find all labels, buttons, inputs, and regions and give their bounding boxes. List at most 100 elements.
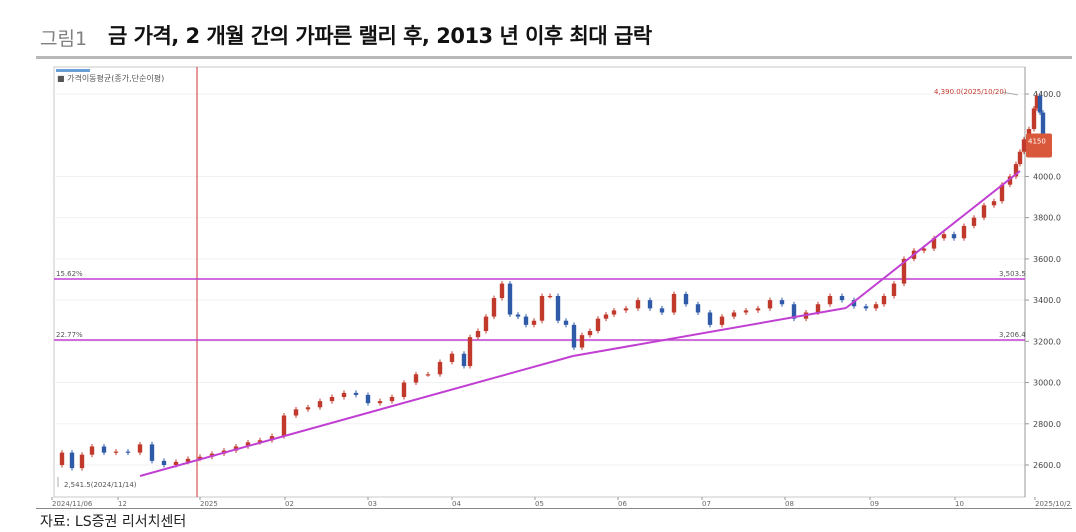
- x-tick-label: 2024/11/06: [52, 500, 93, 508]
- figure-header: 그림1 금 가격, 2 개월 간의 가파른 랠리 후, 2013 년 이후 최대…: [0, 0, 1076, 59]
- candle-body: [971, 217, 977, 226]
- candle-body: [695, 304, 701, 313]
- candle-body: [161, 460, 167, 465]
- candle-body: [587, 331, 593, 336]
- y-tick-label: 3200.0: [1033, 337, 1061, 346]
- candle-body: [891, 283, 897, 296]
- candle-body: [531, 320, 537, 325]
- candle-body: [839, 295, 845, 301]
- candle-body: [941, 234, 947, 239]
- candle-body: [623, 308, 629, 311]
- legend-label: ■ 가격이동평균(종가,단순이평): [57, 73, 164, 83]
- candle-body: [413, 374, 419, 383]
- x-tick-label: 04: [452, 500, 461, 508]
- candle-body: [329, 396, 335, 402]
- figure-title: 금 가격, 2 개월 간의 가파른 랠리 후, 2013 년 이후 최대 급락: [108, 24, 652, 48]
- candle-body: [539, 295, 545, 321]
- candle-body: [59, 452, 65, 465]
- candle-body: [755, 308, 761, 311]
- candle-body: [961, 225, 967, 239]
- candle-body: [257, 440, 263, 443]
- x-tick-label: 02: [285, 500, 294, 508]
- candle-body: [523, 316, 529, 325]
- candle-body: [281, 415, 287, 437]
- title-divider: [36, 56, 1072, 59]
- candle-body: [515, 314, 521, 317]
- candle-body: [341, 392, 347, 397]
- candle-body: [579, 335, 585, 348]
- figure-label: 그림1: [40, 28, 88, 50]
- candle-body: [873, 304, 879, 309]
- candle-body: [931, 238, 937, 249]
- x-tick-label: 2025: [200, 500, 218, 508]
- x-tick-label: 2025/10/2: [1035, 500, 1071, 508]
- candle-body: [305, 407, 311, 410]
- candle-body: [555, 295, 561, 321]
- candle-body: [137, 444, 143, 453]
- x-tick-label: 12: [118, 500, 127, 508]
- candle-body: [365, 394, 371, 404]
- trendline-lower: [139, 355, 574, 477]
- candle-body: [449, 353, 455, 362]
- candle-body: [149, 444, 155, 461]
- candle-body: [719, 316, 725, 325]
- candle-body: [377, 401, 383, 404]
- candle-body: [881, 295, 887, 305]
- candle-body: [461, 353, 467, 367]
- y-tick-label: 2800.0: [1033, 420, 1061, 429]
- y-tick-label: 3000.0: [1033, 379, 1061, 388]
- plot-frame: [53, 66, 1026, 498]
- candle-body: [197, 456, 203, 459]
- candle-body: [767, 300, 773, 309]
- current-price-badge: [1026, 133, 1052, 158]
- candle-body: [401, 382, 407, 397]
- x-tick-label: 03: [368, 500, 377, 508]
- candle-body: [125, 451, 131, 453]
- candle-body: [635, 300, 641, 309]
- trendline-upper: [845, 170, 1021, 309]
- candle-body: [707, 312, 713, 325]
- candle-body: [921, 248, 927, 251]
- candle-body: [611, 310, 617, 315]
- candle-body: [1034, 96, 1040, 109]
- trendline-middle: [572, 307, 847, 357]
- candle-body: [563, 320, 569, 325]
- candle-body: [863, 306, 869, 309]
- candle-body: [245, 442, 251, 447]
- candle-body: [101, 446, 107, 453]
- candle-body: [571, 324, 577, 348]
- fib-level-left-label: 22.77%: [56, 331, 83, 339]
- candle-body: [1017, 151, 1023, 165]
- candle-body: [851, 300, 857, 307]
- candle-body: [659, 308, 665, 313]
- x-tick-label: 08: [785, 500, 794, 508]
- source-note: 자료: LS증권 리서치센터: [40, 514, 187, 530]
- candle-body: [1031, 108, 1037, 130]
- candle-body: [999, 184, 1005, 202]
- candle-body: [683, 293, 689, 305]
- candle-body: [113, 451, 119, 453]
- fib-level-right-label: 3,503.5: [999, 270, 1026, 278]
- candle-body: [1007, 176, 1013, 185]
- candle-body: [269, 436, 275, 441]
- bottom-divider: [36, 508, 1072, 509]
- candle-body: [731, 312, 737, 317]
- candle-body: [951, 234, 957, 239]
- candle-body: [467, 337, 473, 367]
- price-chart: ■ 가격이동평균(종가,단순이평) 4400.0 4000.0 3800.0 3600.…: [51, 66, 1071, 508]
- candle-body: [1037, 96, 1043, 113]
- candle-body: [475, 331, 481, 338]
- candle-body: [425, 374, 431, 376]
- candle-body: [991, 201, 997, 206]
- y-tick-label: 4000.0: [1033, 172, 1061, 181]
- x-tick-label: 07: [702, 500, 711, 508]
- candle-body: [547, 295, 553, 298]
- chart-area: ■ 가격이동평균(종가,단순이평) 4400.0 4000.0 3800.0 3600.…: [40, 59, 1072, 509]
- candle-body: [185, 458, 191, 462]
- y-tick-label: 3800.0: [1033, 214, 1061, 223]
- candle-body: [603, 314, 609, 319]
- candle-body: [499, 283, 505, 299]
- candle-body: [353, 392, 359, 395]
- fib-level-left-label: 15.62%: [56, 270, 83, 278]
- y-tick-label: 3400.0: [1033, 296, 1061, 305]
